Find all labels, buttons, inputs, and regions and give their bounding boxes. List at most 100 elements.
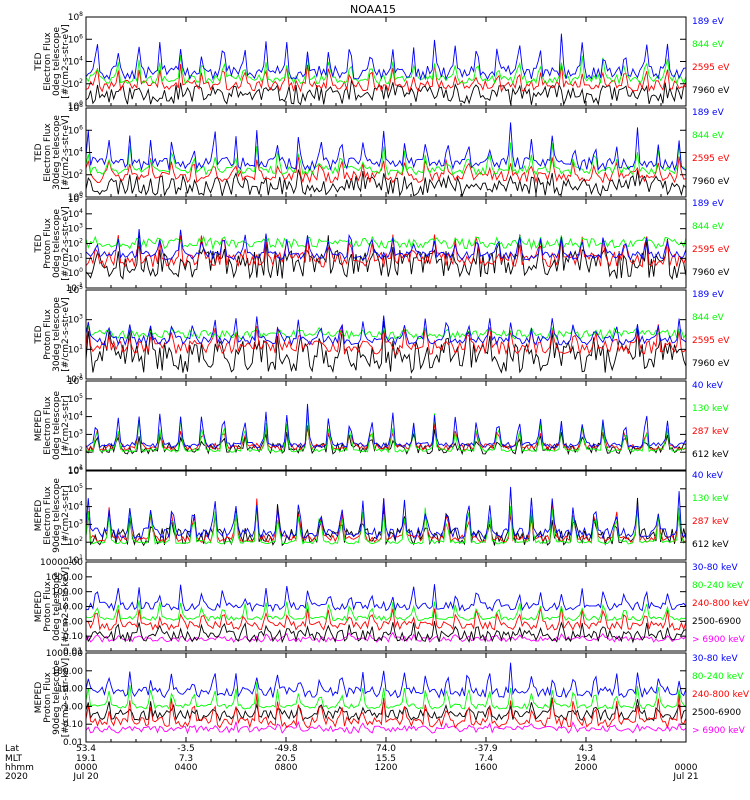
time-mlt-value: 20.5 <box>276 754 296 764</box>
series-line-2595-ev <box>85 321 687 355</box>
y-tick-exponent: 4 <box>79 56 83 63</box>
y-tick-label: 108 <box>68 102 83 114</box>
y-tick-exponent: 1 <box>79 343 83 350</box>
legend-612-kev: 612 keV <box>692 540 729 550</box>
y-axis-label-line: [#/cm2-s-str-eV] <box>61 24 71 99</box>
y-tick-exponent: 4 <box>79 147 83 154</box>
legend-189-ev: 189 eV <box>692 17 725 27</box>
y-axis-label-line: MEPED <box>34 500 44 532</box>
series-line-80-240-kev <box>85 682 687 711</box>
legend-189-ev: 189 eV <box>692 108 725 118</box>
y-tick-exponent: 0 <box>79 100 83 107</box>
panel-8: 0.010.101.0010.00100.001000.00MEPEDProto… <box>34 649 750 748</box>
time-hhmm-value: 0000 <box>75 763 98 773</box>
y-tick-label: 106 <box>68 465 83 477</box>
legend-7960-ev: 7960 eV <box>692 86 730 96</box>
series-line-189-ev <box>85 229 687 261</box>
time-date-value: Jul 21 <box>672 772 698 782</box>
series-line-80-240-kev <box>85 600 687 622</box>
row-label-hhmm: hhmm <box>5 763 34 773</box>
y-axis-label-line: 0deg telescope <box>52 209 62 279</box>
y-axis-label: TEDProton Flux0deg telescope[#/cm2-s-str… <box>34 206 71 281</box>
series-line--6900-kev <box>85 720 687 735</box>
time-date-value: Jul 20 <box>72 772 98 782</box>
y-tick-exponent: 2 <box>79 446 83 453</box>
y-tick-exponent: 1 <box>79 252 83 259</box>
time-mlt-value: 7.4 <box>479 754 494 764</box>
series-line-7960-ev <box>85 169 687 198</box>
legend-2595-ev: 2595 eV <box>692 245 730 255</box>
legend-7960-ev: 7960 eV <box>692 359 730 369</box>
legend-30-80-kev: 30-80 keV <box>692 563 738 573</box>
time-lat-value: 53.4 <box>76 744 96 754</box>
y-tick-exponent: 1 <box>79 464 83 471</box>
y-tick-label: 1000.00 <box>46 649 83 659</box>
y-tick-label: 105 <box>68 193 83 205</box>
y-axis-label-line: [#/cm2-s-str] <box>61 395 71 455</box>
legend-2500-6900: 2500-6900 <box>692 617 741 627</box>
y-tick-exponent: 6 <box>79 124 83 131</box>
y-tick-exponent: 8 <box>79 102 83 109</box>
legend-80-240-kev: 80-240 keV <box>692 581 744 591</box>
series-line--6900-kev <box>85 631 687 644</box>
y-tick-exponent: 3 <box>79 428 83 435</box>
time-lat-value: -37.9 <box>474 744 498 754</box>
y-axis-label-line: 0deg telescope <box>52 27 62 97</box>
legend-189-ev: 189 eV <box>692 290 725 300</box>
y-axis-label-line: 90deg telescope <box>52 478 62 553</box>
y-tick-exponent: 5 <box>79 284 83 291</box>
y-tick-label: 100.00 <box>52 667 84 677</box>
y-tick-exponent: 0 <box>79 191 83 198</box>
row-label-lat: Lat <box>5 744 20 754</box>
series-line-844-ev <box>85 54 687 85</box>
time-mlt-value: 19.4 <box>576 754 596 764</box>
y-axis-label-line: Electron Flux <box>43 486 53 545</box>
y-tick-label: 10.00 <box>57 685 83 695</box>
y-tick-exponent: 3 <box>79 314 83 321</box>
y-axis-label-line: TED <box>34 325 44 344</box>
y-axis-label-line: Proton Flux <box>43 218 53 269</box>
y-axis-label-line: MEPED <box>34 682 44 714</box>
y-tick-exponent: 2 <box>79 536 83 543</box>
series-line-2500-6900 <box>85 621 687 644</box>
time-lat-value: 4.3 <box>579 744 593 754</box>
series-line-130-kev <box>85 504 687 545</box>
y-tick-label: 0.10 <box>63 632 83 642</box>
time-lat-value: -49.8 <box>274 744 298 754</box>
y-axis-label-line: Electron Flux <box>43 396 53 455</box>
y-tick-label: 1.00 <box>63 617 83 627</box>
y-axis-label-line: Proton Flux <box>43 581 53 632</box>
y-axis-label-line: 0deg telescope <box>52 572 62 642</box>
legend-844-ev: 844 eV <box>692 222 725 232</box>
y-tick-exponent: 4 <box>79 208 83 215</box>
y-axis-label: TEDElectron Flux0deg telescope[#/cm2-s-s… <box>34 24 71 99</box>
y-tick-label: 105 <box>68 284 83 296</box>
y-axis-label-line: [#/cm2-s-str-eV] <box>61 297 71 372</box>
y-tick-exponent: 3 <box>79 518 83 525</box>
series-line-844-ev <box>85 142 687 176</box>
y-tick-label: 104 <box>68 501 83 513</box>
y-tick-exponent: 5 <box>79 393 83 400</box>
y-tick-exponent: 6 <box>79 375 83 382</box>
time-hhmm-value: 1600 <box>475 763 498 773</box>
legend-130-kev: 130 keV <box>692 494 729 504</box>
series-line-40-kev <box>85 403 687 449</box>
legend-2595-ev: 2595 eV <box>692 336 730 346</box>
legend-240-800-kev: 240-800 keV <box>692 690 750 700</box>
legend-130-kev: 130 keV <box>692 404 729 414</box>
y-axis-label-line: [#/cm2-s-str-eV] <box>61 206 71 281</box>
panel-frame <box>85 380 687 471</box>
y-tick-label: 10000.00 <box>40 558 83 568</box>
y-tick-label: 0.01 <box>63 647 83 657</box>
y-tick-exponent: 6 <box>79 465 83 472</box>
time-hhmm-value: 0400 <box>175 763 198 773</box>
y-tick-exponent: 4 <box>79 501 83 508</box>
time-mlt-value: 19.1 <box>76 754 96 764</box>
y-tick-exponent: -1 <box>77 282 83 289</box>
series-line-7960-ev <box>85 320 687 374</box>
legend--6900-kev: > 6900 keV <box>692 635 746 645</box>
y-axis-label-line: 30deg telescope <box>52 115 62 190</box>
